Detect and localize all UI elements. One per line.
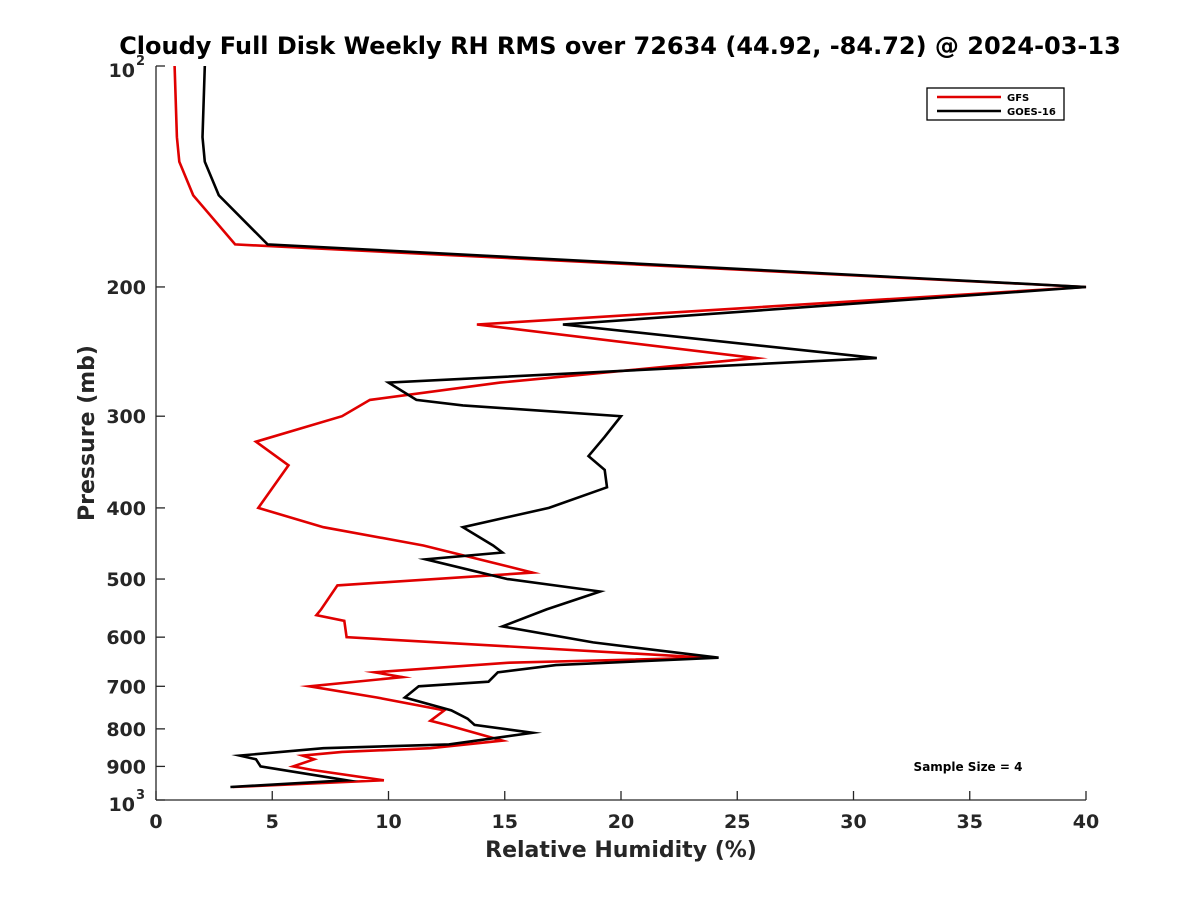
y-tick-label: 600 bbox=[106, 627, 146, 649]
plot-area bbox=[156, 66, 1086, 800]
legend-box bbox=[926, 87, 1065, 121]
y-tick-label: 500 bbox=[106, 569, 146, 591]
x-tick-label: 15 bbox=[492, 811, 518, 833]
y-tick-label-exponent: 3 bbox=[136, 788, 145, 803]
x-tick-label: 0 bbox=[149, 811, 162, 833]
y-tick-label: 900 bbox=[106, 756, 146, 778]
x-tick-label: 25 bbox=[724, 811, 750, 833]
y-tick-label-exponent: 2 bbox=[136, 54, 145, 69]
x-tick-label: 10 bbox=[375, 811, 401, 833]
series-line-gfs bbox=[173, 65, 1087, 789]
x-axis-label: Relative Humidity (%) bbox=[485, 838, 757, 863]
y-tick-label: 200 bbox=[106, 277, 146, 299]
chart-title: Cloudy Full Disk Weekly RH RMS over 7263… bbox=[119, 32, 1121, 60]
legend-label: GFS bbox=[1007, 93, 1029, 104]
y-tick-label: 800 bbox=[106, 719, 146, 741]
sample-size-annotation: Sample Size = 4 bbox=[914, 760, 1023, 774]
x-tick-label: 35 bbox=[957, 811, 983, 833]
y-tick-label: 10 bbox=[109, 60, 135, 82]
y-tick-label: 400 bbox=[106, 498, 146, 520]
x-tick-label: 5 bbox=[266, 811, 279, 833]
y-tick-label: 300 bbox=[106, 406, 146, 428]
legend: GFS GOES-16 bbox=[926, 87, 1065, 121]
x-tick-label: 30 bbox=[840, 811, 866, 833]
y-tick-label: 10 bbox=[109, 794, 135, 816]
plot-background bbox=[156, 66, 1086, 800]
legend-label: GOES-16 bbox=[1007, 107, 1056, 118]
y-tick-label: 700 bbox=[106, 676, 146, 698]
y-axis-label: Pressure (mb) bbox=[75, 345, 100, 521]
x-tick-label: 40 bbox=[1073, 811, 1099, 833]
series-layer bbox=[173, 65, 1087, 789]
x-tick-label: 20 bbox=[608, 811, 634, 833]
series-line-goes-16 bbox=[201, 65, 1087, 789]
